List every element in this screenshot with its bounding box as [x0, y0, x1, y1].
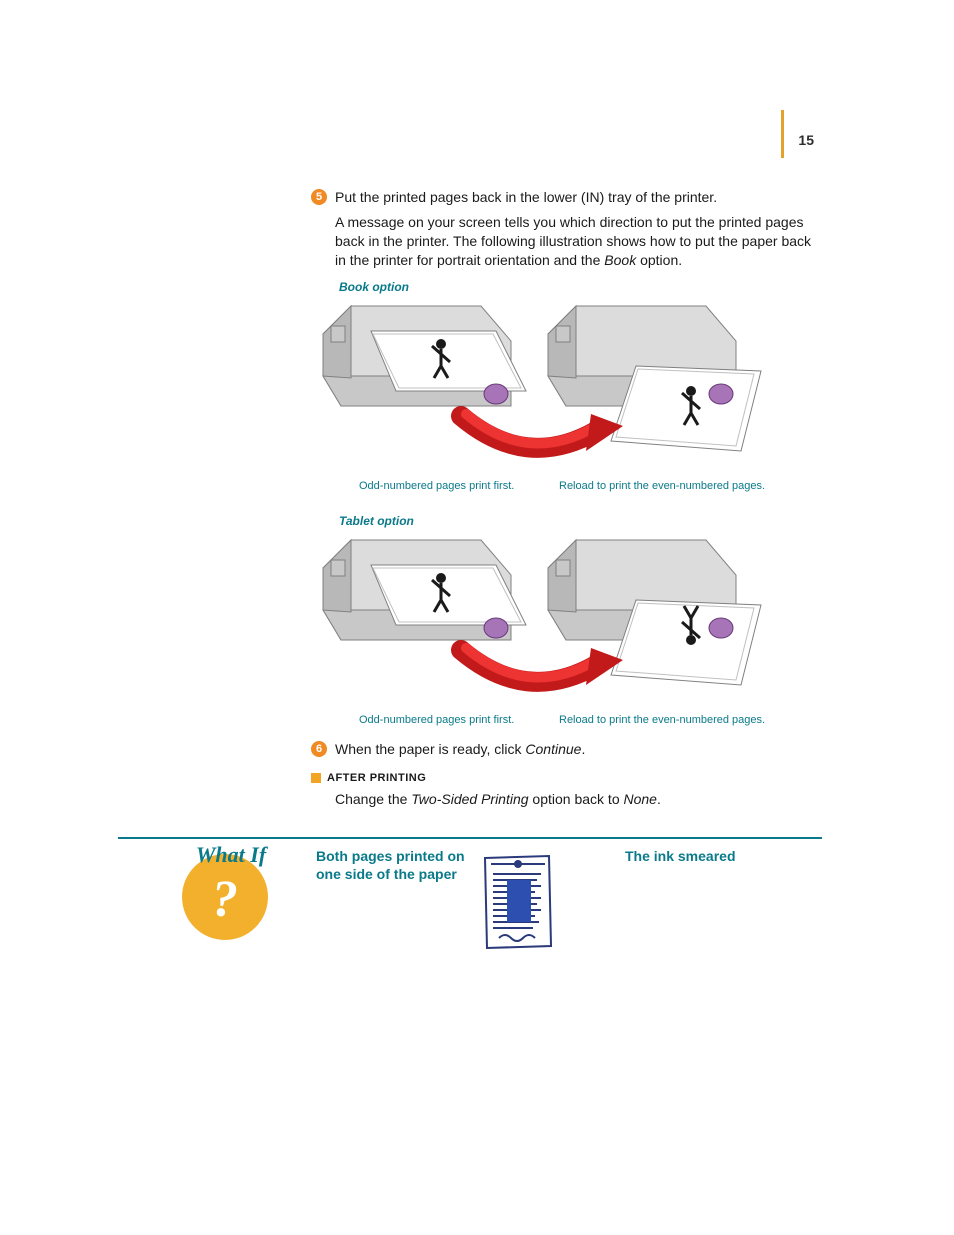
what-if-col-1: Both pages printed on one side of the pa…: [316, 848, 481, 952]
book-option-diagram: [311, 296, 821, 476]
step-6: 6 When the paper is ready, click Continu…: [311, 740, 821, 759]
step-6-text: When the paper is ready, click Continue.: [335, 740, 585, 759]
step-5-para: A message on your screen tells you which…: [335, 213, 821, 270]
smeared-page-icon: [479, 852, 557, 952]
tablet-option-diagram: [311, 530, 821, 710]
step-6-italic: Continue: [525, 741, 581, 757]
page: 15 5 Put the printed pages back in the l…: [0, 0, 954, 1235]
after-printing-text: Change the Two-Sided Printing option bac…: [335, 790, 821, 809]
page-number: 15: [798, 132, 814, 148]
book-caption-1: Odd-numbered pages print first.: [359, 480, 559, 492]
heading-square-icon: [311, 773, 321, 783]
after-post: .: [657, 791, 661, 807]
after-mid: option back to: [529, 791, 624, 807]
step-5-para-italic: Book: [604, 252, 636, 268]
tablet-caption-1: Odd-numbered pages print first.: [359, 714, 559, 726]
what-if-icon: ? What If: [182, 848, 268, 934]
after-i2: None: [624, 791, 657, 807]
after-pre: Change the: [335, 791, 411, 807]
what-if-columns: Both pages printed on one side of the pa…: [316, 848, 805, 952]
section-divider: [118, 837, 822, 839]
question-mark-icon: ?: [182, 870, 268, 929]
tablet-option-label: Tablet option: [339, 514, 821, 528]
step-bullet-5: 5: [311, 189, 327, 205]
what-if-label: What If: [186, 842, 276, 868]
step-bullet-6: 6: [311, 741, 327, 757]
what-if-col-2: The ink smeared: [625, 848, 805, 952]
step-6-pre: When the paper is ready, click: [335, 741, 525, 757]
tablet-caption-2: Reload to print the even-numbered pages.: [559, 714, 765, 726]
step-6-post: .: [581, 741, 585, 757]
after-printing-heading-text: AFTER PRINTING: [327, 772, 426, 784]
gutter-rule: [781, 110, 784, 158]
step-5-para-pre: A message on your screen tells you which…: [335, 214, 811, 268]
step-5-para-post: option.: [636, 252, 682, 268]
step-5: 5 Put the printed pages back in the lowe…: [311, 188, 821, 207]
book-option-label: Book option: [339, 280, 821, 294]
main-content: 5 Put the printed pages back in the lowe…: [311, 188, 821, 809]
page-gutter: 15: [781, 110, 814, 158]
book-captions: Odd-numbered pages print first. Reload t…: [311, 480, 821, 492]
book-caption-2: Reload to print the even-numbered pages.: [559, 480, 765, 492]
tablet-captions: Odd-numbered pages print first. Reload t…: [311, 714, 821, 726]
what-if-section: ? What If Both pages printed on one side…: [182, 848, 805, 952]
step-5-text: Put the printed pages back in the lower …: [335, 188, 717, 207]
after-i1: Two-Sided Printing: [411, 791, 528, 807]
after-printing-heading: AFTER PRINTING: [311, 772, 821, 784]
